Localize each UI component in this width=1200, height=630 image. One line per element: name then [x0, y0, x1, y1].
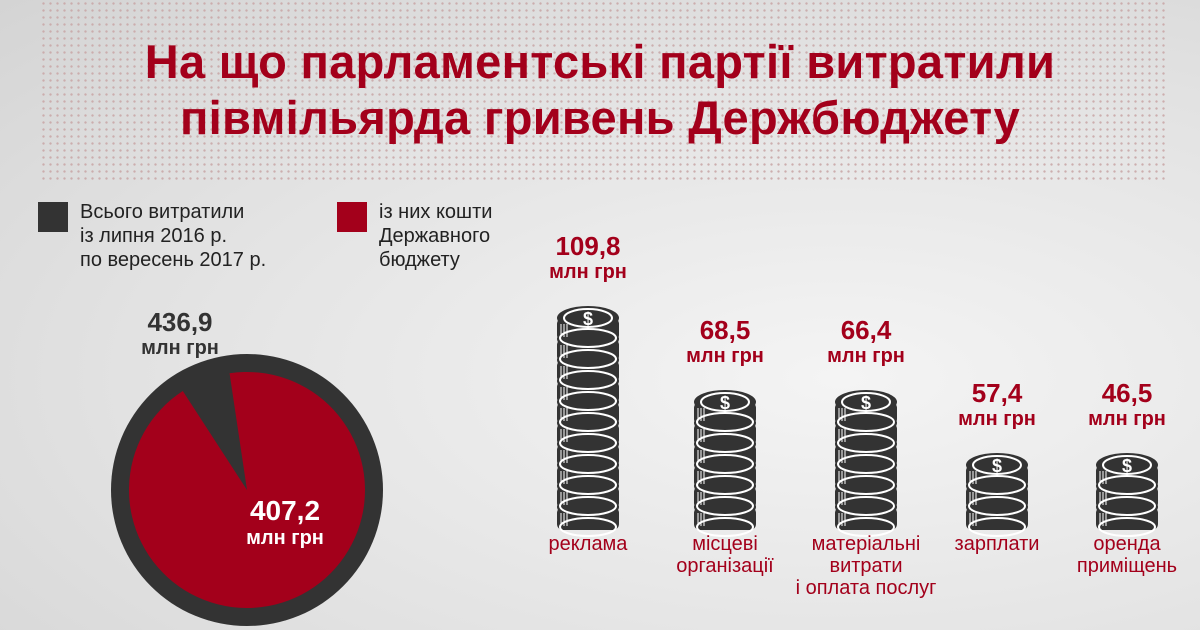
coin-face-ring [700, 392, 750, 412]
coin-edge [1098, 475, 1156, 495]
bar-category-label: місцеві організації [676, 533, 774, 577]
coin-face-ring [972, 455, 1022, 475]
coin-edge [559, 454, 617, 474]
coin-stack-1: $ [694, 390, 756, 537]
bar-unit: млн грн [827, 345, 905, 367]
bar-value: 57,4 [971, 378, 1023, 408]
coin-edge [968, 496, 1026, 516]
coin-edge [837, 412, 895, 432]
coin-edge [559, 475, 617, 495]
coin-edge [696, 517, 754, 537]
title-line-1: На що парламентські партії витратили [144, 35, 1056, 88]
coin-edge [559, 370, 617, 390]
coin-edge [559, 496, 617, 516]
bar-category-label: зарплати [954, 533, 1040, 555]
page-title: На що парламентські партії витратили пів… [0, 34, 1200, 146]
dollar-icon: $ [992, 456, 1002, 476]
dollar-icon: $ [1122, 456, 1132, 476]
coin-edge [559, 391, 617, 411]
bar-unit: млн грн [958, 408, 1036, 430]
coin-edge [559, 328, 617, 348]
bar-value-label: 109,8 млн грн [518, 232, 658, 284]
coin-edge [559, 433, 617, 453]
bar-unit: млн грн [1088, 408, 1166, 430]
coin-edge [837, 433, 895, 453]
legend-state-budget: із них кошти Державного бюджету [337, 200, 492, 272]
title-line-2: півмільярда гривень Держбюджету [179, 91, 1021, 144]
bar-value-label: 46,5 млн грн [1057, 379, 1197, 431]
coin-edge [837, 475, 895, 495]
bar-category-label: реклама [548, 533, 628, 555]
coin-stack-2: $ [835, 390, 897, 537]
pie-slice-state-budget [129, 372, 366, 608]
coin-face-ring [563, 308, 613, 328]
coin-edge [837, 517, 895, 537]
coin-edge [559, 349, 617, 369]
coin-edge [696, 412, 754, 432]
bar-value-label: 66,4 млн грн [796, 316, 936, 368]
bar-unit: млн грн [686, 345, 764, 367]
bar-value: 68,5 [699, 315, 751, 345]
coin-edge [559, 412, 617, 432]
dollar-icon: $ [720, 393, 730, 413]
pie-state-label: 407,2 млн грн [246, 495, 324, 550]
coin-stack-0: $ [557, 306, 619, 537]
legend-swatch-red [337, 202, 367, 232]
bar-value: 109,8 [555, 231, 621, 261]
dollar-icon: $ [583, 309, 593, 329]
bar-value: 46,5 [1101, 378, 1153, 408]
legend-swatch-dark [38, 202, 68, 232]
legend-total: Всього витратили із липня 2016 р. по верес… [38, 200, 266, 272]
bar-value-label: 57,4 млн грн [927, 379, 1067, 431]
bar-unit: млн грн [549, 261, 627, 283]
bar-category-label: оренда приміщень [1076, 533, 1178, 577]
bar-value-label: 68,5 млн грн [655, 316, 795, 368]
dollar-icon: $ [861, 393, 871, 413]
coin-edge [968, 475, 1026, 495]
legend-label-state: із них кошти Державного бюджету [379, 201, 493, 271]
coin-edge [559, 517, 617, 537]
coin-face-ring [841, 392, 891, 412]
coin-edge [696, 454, 754, 474]
coin-edge [837, 454, 895, 474]
coin-stack-3: $ [966, 453, 1028, 537]
coin-edge [1098, 517, 1156, 537]
coin-edge [1098, 496, 1156, 516]
coin-edge [968, 517, 1026, 537]
coin-edge [696, 433, 754, 453]
coin-stack-4: $ [1096, 453, 1158, 537]
bar-category-label: матеріальні витрати і оплата послуг [795, 533, 937, 599]
legend-label-total: Всього витратили із липня 2016 р. по верес… [80, 201, 267, 271]
bar-value: 66,4 [840, 315, 892, 345]
coin-edge [696, 496, 754, 516]
coin-edge [837, 496, 895, 516]
coin-face-ring [1102, 455, 1152, 475]
pie-total-label: 436,9 млн грн [141, 307, 219, 359]
header-dot-pattern [40, 0, 1165, 182]
coin-edge [696, 475, 754, 495]
